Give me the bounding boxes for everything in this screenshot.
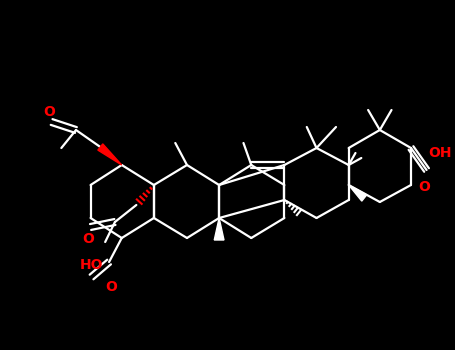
Text: O: O	[44, 105, 56, 119]
Polygon shape	[214, 218, 224, 240]
Text: OH: OH	[429, 146, 452, 160]
Polygon shape	[349, 185, 367, 201]
Text: HO: HO	[80, 258, 103, 272]
Text: O: O	[419, 180, 430, 194]
Text: O: O	[83, 232, 95, 246]
Polygon shape	[98, 144, 122, 165]
Text: O: O	[105, 280, 117, 294]
